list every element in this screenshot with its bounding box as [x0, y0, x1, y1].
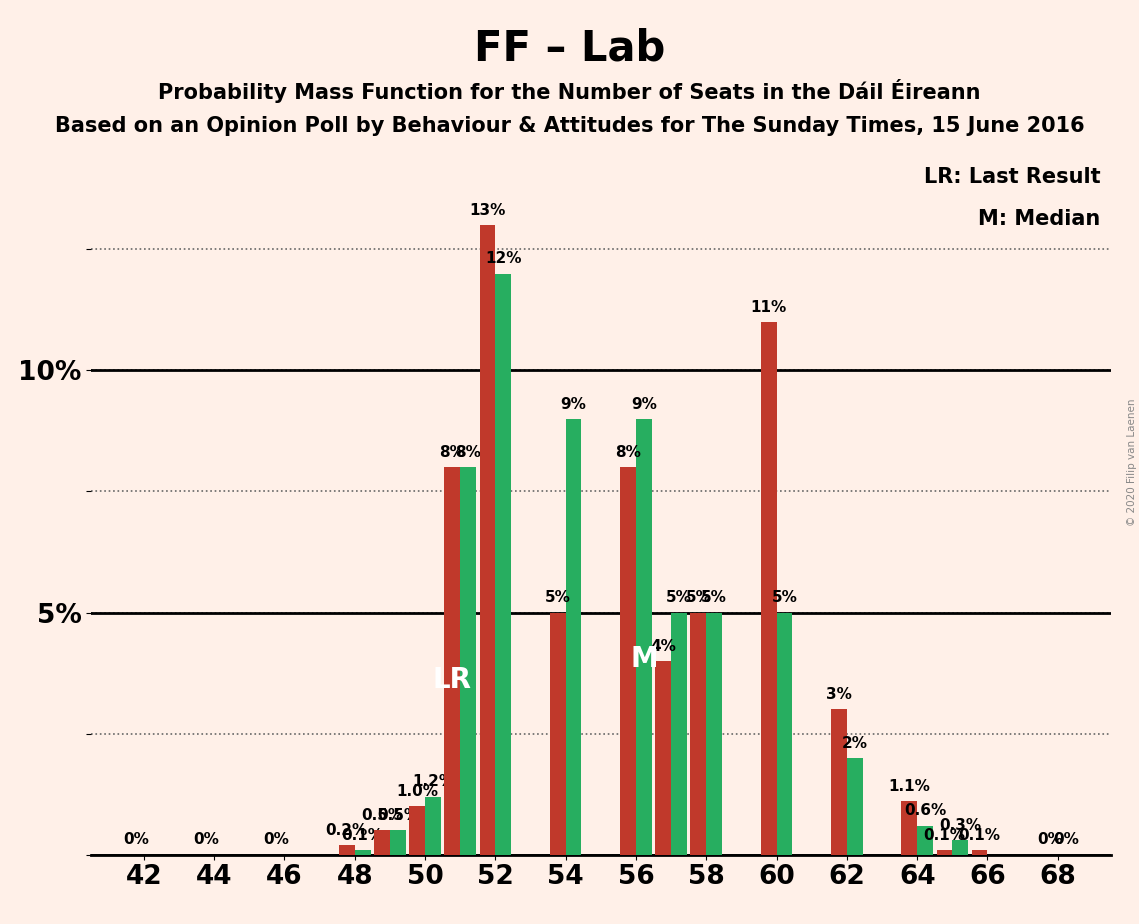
Text: 0%: 0% — [123, 833, 149, 847]
Bar — [831, 710, 847, 855]
Bar — [847, 758, 862, 855]
Text: © 2020 Filip van Laenen: © 2020 Filip van Laenen — [1126, 398, 1137, 526]
Text: 0.6%: 0.6% — [904, 803, 947, 819]
Text: 12%: 12% — [485, 251, 522, 266]
Text: 0.2%: 0.2% — [326, 822, 368, 838]
Bar — [936, 850, 952, 855]
Bar — [761, 322, 777, 855]
Text: 9%: 9% — [631, 396, 657, 411]
Text: 0.3%: 0.3% — [940, 818, 982, 833]
Bar — [972, 850, 988, 855]
Bar — [460, 468, 476, 855]
Text: 8%: 8% — [456, 445, 481, 460]
Bar — [480, 225, 495, 855]
Bar — [374, 831, 390, 855]
Text: LR: LR — [433, 666, 472, 694]
Bar — [690, 613, 706, 855]
Text: 5%: 5% — [666, 590, 693, 605]
Text: 0.1%: 0.1% — [959, 828, 1000, 843]
Bar — [655, 661, 671, 855]
Text: 5%: 5% — [544, 590, 571, 605]
Bar — [566, 419, 582, 855]
Text: 0%: 0% — [1036, 833, 1063, 847]
Text: 9%: 9% — [560, 396, 587, 411]
Bar — [917, 826, 933, 855]
Text: 0.5%: 0.5% — [361, 808, 403, 823]
Text: LR: Last Result: LR: Last Result — [924, 166, 1100, 187]
Bar — [636, 419, 652, 855]
Text: 8%: 8% — [615, 445, 641, 460]
Bar — [901, 801, 917, 855]
Bar — [444, 468, 460, 855]
Text: 0.5%: 0.5% — [377, 808, 419, 823]
Text: 2%: 2% — [842, 736, 868, 750]
Text: 0.1%: 0.1% — [342, 828, 384, 843]
Text: 4%: 4% — [650, 638, 677, 653]
Text: 0.1%: 0.1% — [924, 828, 966, 843]
Text: 5%: 5% — [686, 590, 712, 605]
Bar — [777, 613, 793, 855]
Text: Probability Mass Function for the Number of Seats in the Dáil Éireann: Probability Mass Function for the Number… — [158, 79, 981, 103]
Text: Based on an Opinion Poll by Behaviour & Attitudes for The Sunday Times, 15 June : Based on an Opinion Poll by Behaviour & … — [55, 116, 1084, 136]
Bar — [354, 850, 370, 855]
Text: M: Median: M: Median — [978, 209, 1100, 228]
Bar — [495, 274, 511, 855]
Bar — [620, 468, 636, 855]
Text: FF – Lab: FF – Lab — [474, 28, 665, 69]
Bar — [952, 840, 968, 855]
Text: 0%: 0% — [194, 833, 219, 847]
Bar — [671, 613, 687, 855]
Bar — [425, 796, 441, 855]
Text: 0%: 0% — [1052, 833, 1079, 847]
Bar — [409, 807, 425, 855]
Text: 1.2%: 1.2% — [412, 774, 454, 789]
Text: 3%: 3% — [826, 687, 852, 702]
Text: 13%: 13% — [469, 203, 506, 218]
Text: 0%: 0% — [263, 833, 289, 847]
Text: M: M — [630, 645, 657, 673]
Bar — [706, 613, 722, 855]
Text: 1.1%: 1.1% — [888, 779, 931, 794]
Bar — [339, 845, 354, 855]
Text: 8%: 8% — [440, 445, 465, 460]
Text: 5%: 5% — [702, 590, 727, 605]
Text: 1.0%: 1.0% — [396, 784, 439, 799]
Bar — [550, 613, 566, 855]
Text: 5%: 5% — [771, 590, 797, 605]
Bar — [390, 831, 405, 855]
Text: 11%: 11% — [751, 299, 787, 315]
